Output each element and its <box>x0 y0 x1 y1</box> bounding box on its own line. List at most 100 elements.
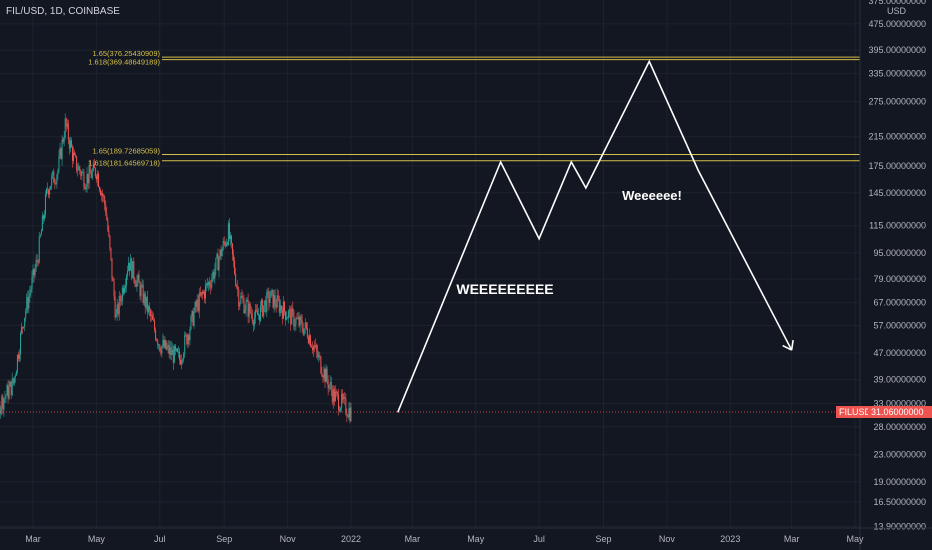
candle-body <box>315 345 317 348</box>
candle-body <box>133 261 135 279</box>
time-tick-label: Mar <box>25 534 41 544</box>
candle-body <box>287 317 289 319</box>
candle-body <box>341 393 343 408</box>
candle-body <box>92 163 94 171</box>
price-tick-label: 23.00000000 <box>873 450 926 460</box>
candle-body <box>36 260 38 262</box>
candle-body <box>111 258 113 279</box>
candle-body <box>37 261 39 263</box>
candle-body <box>185 334 187 336</box>
candle-body <box>153 319 155 321</box>
candle-body <box>155 329 157 340</box>
candle-body <box>58 156 60 171</box>
candle-body <box>349 408 351 422</box>
candle-body <box>30 288 32 293</box>
symbol-title: FIL/USD, 1D, COINBASE <box>6 6 120 17</box>
time-axis[interactable]: Mar May Jul Sep Nov 2022 Mar May Jul Sep Nov 2023 Ma… <box>0 527 932 544</box>
candle-body <box>2 396 4 410</box>
price-tick-label: 215.00000000 <box>868 132 926 142</box>
price-tick-label: 145.00000000 <box>868 188 926 198</box>
candle-body <box>62 139 64 142</box>
candle-body <box>131 258 133 279</box>
candle-body <box>55 183 57 184</box>
candle-body <box>110 247 112 259</box>
candle-body <box>215 257 217 270</box>
candle-body <box>319 355 321 357</box>
candle-body <box>22 327 24 328</box>
candle-body <box>83 172 85 188</box>
candle-body <box>216 254 218 258</box>
candle-body <box>248 303 250 317</box>
candle-body <box>15 371 17 376</box>
candle-body <box>169 347 171 355</box>
time-tick-label: May <box>467 534 485 544</box>
candle-body <box>5 395 7 397</box>
candle-body <box>29 292 31 297</box>
candle-body <box>103 196 105 198</box>
candle-body <box>239 302 241 307</box>
candle-body <box>17 354 19 359</box>
candle-body <box>67 123 69 141</box>
candle-body <box>251 314 253 322</box>
candle-body <box>101 193 103 196</box>
candle-body <box>42 215 44 220</box>
candle-body <box>32 268 34 278</box>
candle-body <box>344 396 346 398</box>
candle-body <box>306 328 308 338</box>
candle-body <box>130 258 132 271</box>
time-tick-label: May <box>847 534 865 544</box>
candle-body <box>20 333 22 355</box>
candle-body <box>207 283 209 286</box>
fib-lower-label: 1.618(181.64569718) <box>88 159 160 168</box>
price-axis[interactable]: 375.00000000 475.00000000 395.00000000 335.… <box>859 0 926 550</box>
candle-body <box>154 320 156 330</box>
candle-body <box>164 340 166 348</box>
candle-body <box>41 215 43 231</box>
candle-body <box>4 396 6 399</box>
fib-extension[interactable]: 1.65(376.25430909)1.618(369.48649189) 1.6… <box>88 49 860 168</box>
candle-body <box>345 397 347 414</box>
candle-body <box>40 230 42 236</box>
candle-body <box>311 346 313 348</box>
candle-body <box>238 289 240 307</box>
projection-arrow[interactable] <box>397 59 794 413</box>
candle-body <box>118 296 120 315</box>
candle-body <box>179 351 181 360</box>
candle-body <box>260 305 262 321</box>
candle-body <box>56 175 58 184</box>
candle-body <box>74 152 76 155</box>
candle-body <box>24 317 26 327</box>
candle-body <box>187 335 189 345</box>
candle-body <box>243 299 245 313</box>
candle-body <box>79 166 81 172</box>
candle-body <box>93 163 95 169</box>
candle-body <box>127 270 129 276</box>
candle-body <box>64 118 66 138</box>
candle-body <box>25 310 27 318</box>
candle-body <box>277 295 279 300</box>
candle-body <box>61 139 63 159</box>
candle-body <box>126 275 128 286</box>
candle-body <box>85 186 87 189</box>
annotation-small: Weeeeee! <box>622 188 682 203</box>
candle-body <box>303 328 305 335</box>
candle-body <box>144 293 146 308</box>
candle-body <box>245 301 247 310</box>
candle-body <box>122 287 124 294</box>
price-tick-label: 79.00000000 <box>873 274 926 284</box>
candle-body <box>214 269 216 279</box>
candle-body <box>52 171 54 177</box>
candle-body <box>286 317 288 320</box>
candle-body <box>254 309 256 318</box>
candle-body <box>263 305 265 317</box>
candle-body <box>334 391 336 402</box>
candle-body <box>296 318 298 320</box>
candle-body <box>226 242 228 245</box>
candle-body <box>338 394 340 411</box>
candle-body <box>320 356 322 374</box>
candle-body <box>229 235 231 239</box>
candle-body <box>308 335 310 344</box>
time-tick-label: Sep <box>596 534 612 544</box>
candle-body <box>81 172 83 176</box>
